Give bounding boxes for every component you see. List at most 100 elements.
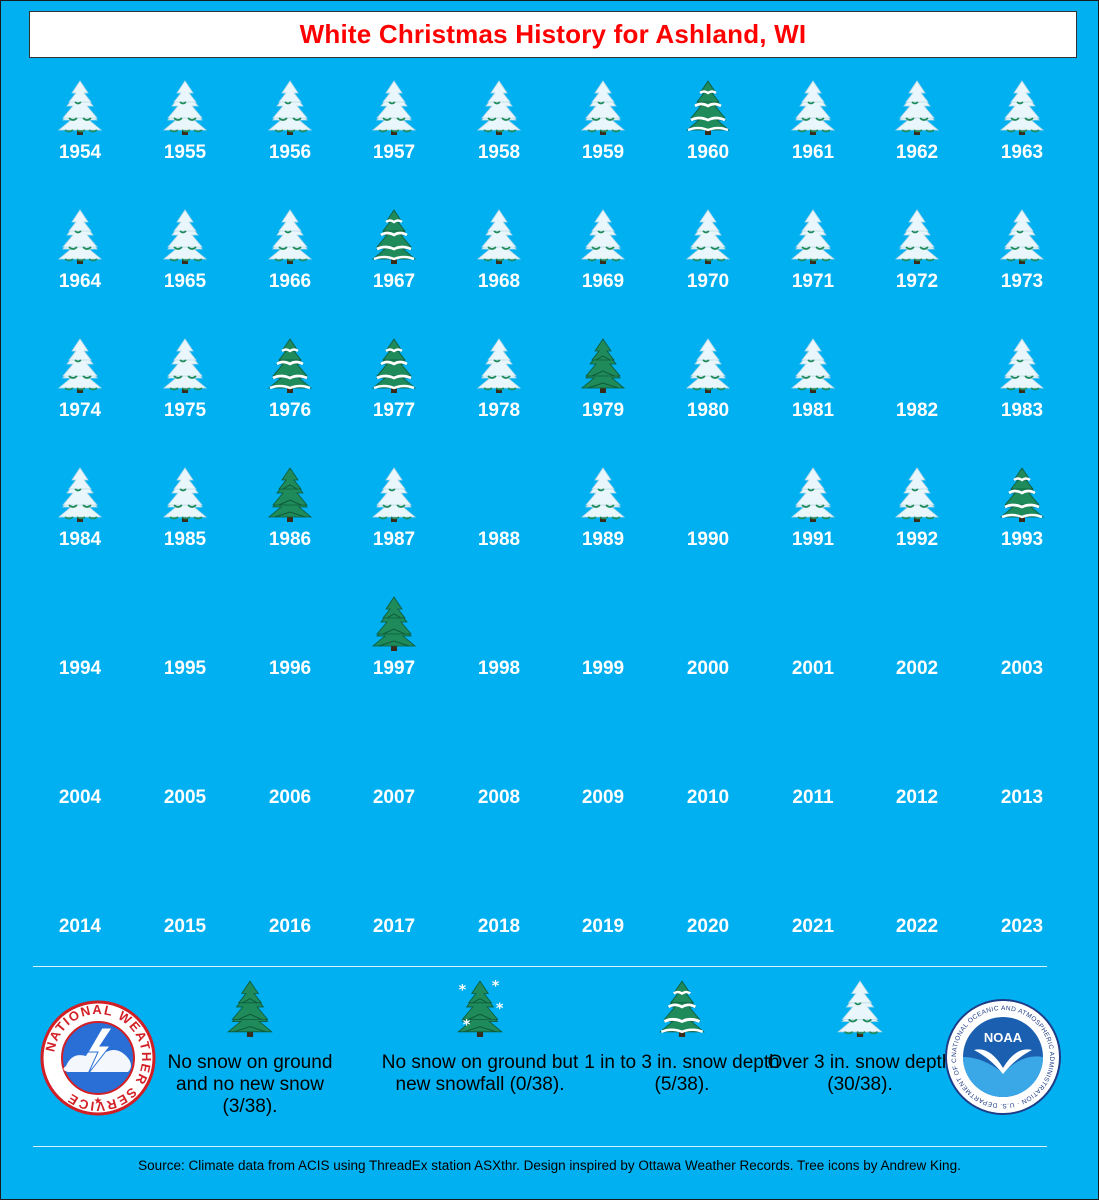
year-cell: 1997 <box>344 594 444 694</box>
divider-bottom <box>33 1146 1047 1147</box>
year-label: 1980 <box>686 400 730 421</box>
snow-covered-tree-icon <box>837 980 883 1037</box>
year-cell: 1983 <box>972 336 1072 436</box>
year-label: 2015 <box>163 916 207 937</box>
year-label: 1954 <box>58 142 102 163</box>
year-cell: 1969 <box>553 207 653 307</box>
year-label: 2002 <box>895 658 939 679</box>
year-label: 1983 <box>1000 400 1044 421</box>
year-cell: 1972 <box>867 207 967 307</box>
snow-covered-tree-icon <box>894 467 940 522</box>
snow-covered-tree-icon <box>790 338 836 393</box>
year-cell: 2022 <box>867 852 967 952</box>
divider-top <box>33 966 1047 967</box>
snow-covered-tree-icon <box>790 467 836 522</box>
svg-text:*: * <box>459 983 467 999</box>
snow-covered-tree-icon <box>162 467 208 522</box>
year-label: 2020 <box>686 916 730 937</box>
year-cell: 1980 <box>658 336 758 436</box>
year-label: 1971 <box>791 271 835 292</box>
year-cell: 2021 <box>763 852 863 952</box>
year-cell: 2010 <box>658 723 758 823</box>
year-label: 1992 <box>895 529 939 550</box>
year-label: 1961 <box>791 142 835 163</box>
year-label: 2013 <box>1000 787 1044 808</box>
year-cell: 1964 <box>30 207 130 307</box>
noaa-logo: NOAA NATIONAL OCEANIC AND ATMOSPHERIC AD… <box>944 998 1061 1115</box>
year-cell: 1960 <box>658 78 758 178</box>
year-cell: 1966 <box>240 207 340 307</box>
year-label: 1994 <box>58 658 102 679</box>
year-label: 1978 <box>477 400 521 421</box>
legend-item-over-3: Over 3 in. snow depth (30/38). <box>760 978 960 1096</box>
year-cell: 1981 <box>763 336 863 436</box>
year-label: 1976 <box>268 400 312 421</box>
snow-covered-tree-icon <box>267 209 313 264</box>
snow-covered-tree-icon <box>790 209 836 264</box>
snow-covered-tree-icon <box>685 338 731 393</box>
year-cell: 1990 <box>658 465 758 565</box>
snow-covered-tree-icon <box>685 209 731 264</box>
year-label: 2014 <box>58 916 102 937</box>
year-label: 1972 <box>895 271 939 292</box>
year-cell: 1959 <box>553 78 653 178</box>
legend-text: No snow on ground but new snowfall (0/38… <box>381 1052 579 1095</box>
year-cell: 1987 <box>344 465 444 565</box>
snow-covered-tree-icon <box>894 80 940 135</box>
year-cell: 2004 <box>30 723 130 823</box>
year-label: 1988 <box>477 529 521 550</box>
year-cell: 2023 <box>972 852 1072 952</box>
year-label: 2017 <box>372 916 416 937</box>
year-label: 2008 <box>477 787 521 808</box>
year-label: 1957 <box>372 142 416 163</box>
snow-covered-tree-icon <box>57 338 103 393</box>
year-label: 1964 <box>58 271 102 292</box>
year-label: 1966 <box>268 271 312 292</box>
year-cell: 1955 <box>135 78 235 178</box>
snow-covered-tree-icon <box>790 80 836 135</box>
year-cell: 1985 <box>135 465 235 565</box>
source-note: Source: Climate data from ACIS using Thr… <box>138 1158 961 1173</box>
year-label: 1959 <box>581 142 625 163</box>
title-box: White Christmas History for Ashland, WI <box>29 11 1077 58</box>
snow-covered-tree-icon <box>57 209 103 264</box>
year-cell: 2015 <box>135 852 235 952</box>
year-cell: 2008 <box>449 723 549 823</box>
legend-item-no-snow: No snow on ground and no new snow (3/38)… <box>150 978 350 1118</box>
year-cell: 1986 <box>240 465 340 565</box>
snow-covered-tree-icon <box>580 209 626 264</box>
year-cell: 2007 <box>344 723 444 823</box>
noaa-logo-text: NOAA <box>984 1030 1023 1045</box>
year-label: 2005 <box>163 787 207 808</box>
year-grid: 1954 1955 1956 1957 1958 1959 1960 1961 1962 1963… <box>30 78 1072 952</box>
year-label: 1993 <box>1000 529 1044 550</box>
year-label: 1999 <box>581 658 625 679</box>
year-cell: 1991 <box>763 465 863 565</box>
year-cell: 1973 <box>972 207 1072 307</box>
year-label: 1973 <box>1000 271 1044 292</box>
no-snow-tree-icon <box>580 338 626 393</box>
year-cell: 1961 <box>763 78 863 178</box>
year-cell: 1974 <box>30 336 130 436</box>
snow-covered-tree-icon <box>999 80 1045 135</box>
light-snow-tree-icon <box>267 338 313 393</box>
year-label: 1985 <box>163 529 207 550</box>
year-cell: 1954 <box>30 78 130 178</box>
year-label: 1958 <box>477 142 521 163</box>
light-snow-tree-icon <box>659 980 705 1037</box>
year-label: 2006 <box>268 787 312 808</box>
snow-covered-tree-icon <box>267 80 313 135</box>
year-label: 1991 <box>791 529 835 550</box>
year-label: 2004 <box>58 787 102 808</box>
no-snow-tree-icon <box>267 467 313 522</box>
year-cell: 1977 <box>344 336 444 436</box>
year-label: 1969 <box>581 271 625 292</box>
year-label: 1986 <box>268 529 312 550</box>
year-label: 2001 <box>791 658 835 679</box>
svg-text:★: ★ <box>94 1096 103 1107</box>
year-label: 1989 <box>581 529 625 550</box>
legend: No snow on ground and no new snow (3/38)… <box>0 970 1099 1145</box>
year-label: 1990 <box>686 529 730 550</box>
year-cell: 2003 <box>972 594 1072 694</box>
year-cell: 2020 <box>658 852 758 952</box>
